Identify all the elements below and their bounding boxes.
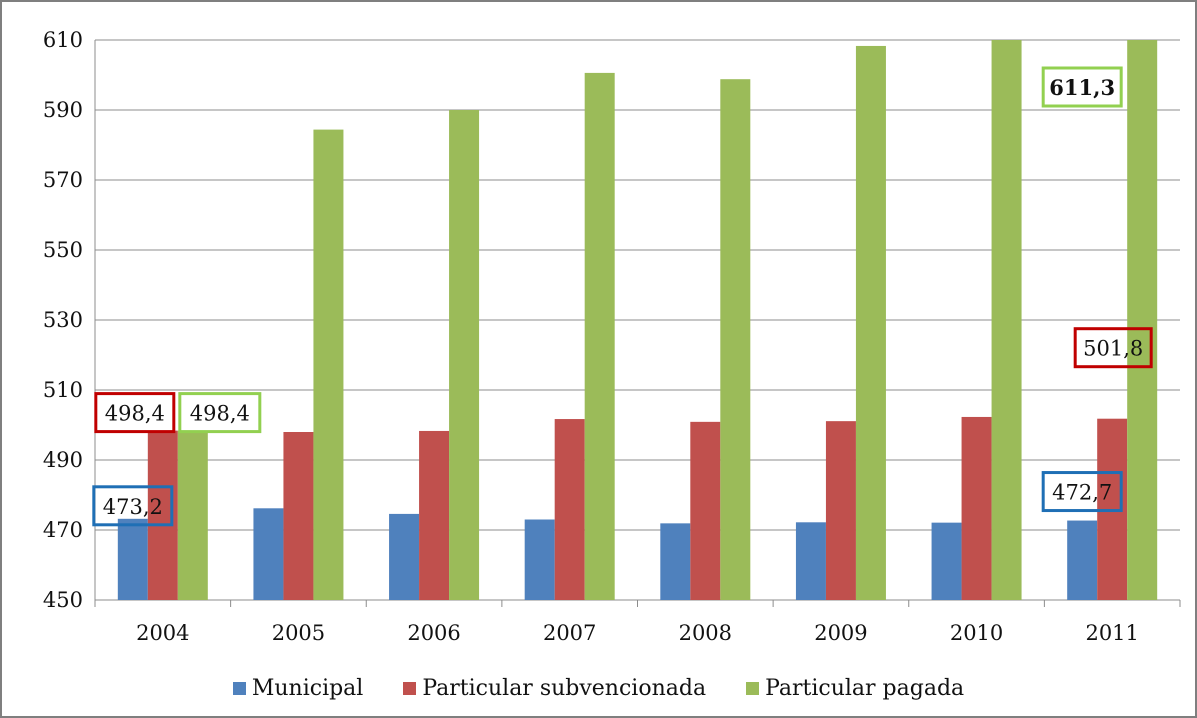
bar-particular-pagada [1127, 40, 1158, 600]
legend-swatch-particular-subvencionada [403, 681, 417, 695]
legend-swatch-particular-pagada [746, 681, 760, 695]
x-tick-label: 2009 [814, 621, 867, 645]
annotation-box [1041, 66, 1123, 108]
x-tick-label: 2008 [679, 621, 732, 645]
x-tick-label: 2005 [272, 621, 325, 645]
y-tick-label: 510 [43, 378, 83, 402]
legend-item-particular-pagada: Particular pagada [746, 676, 964, 701]
legend-swatch-municipal [232, 681, 246, 695]
y-tick-label: 530 [43, 308, 83, 332]
y-tick-label: 550 [43, 238, 83, 262]
bar-municipal [524, 519, 555, 600]
data-label: 501,8 [1083, 337, 1143, 361]
bar-municipal [253, 508, 284, 600]
legend-label-particular-subvencionada: Particular subvencionada [422, 675, 707, 701]
data-label: 498,4 [105, 402, 165, 426]
bar-municipal [1067, 520, 1098, 600]
bar-municipal [389, 513, 420, 600]
bar-particular-pagada [855, 45, 886, 600]
y-tick-label: 450 [43, 588, 83, 612]
annotation-box [1041, 471, 1123, 513]
legend-item-particular-subvencionada: Particular subvencionada [403, 676, 706, 701]
data-label: 611,3 [1049, 75, 1115, 100]
y-tick-label: 590 [43, 98, 83, 122]
bar-particular-pagada [449, 110, 480, 600]
bar-particular-subvencionada [554, 419, 585, 600]
legend-label-particular-pagada: Particular pagada [765, 675, 965, 701]
y-tick-label: 610 [43, 28, 83, 52]
bar-municipal [795, 522, 826, 600]
bar-particular-pagada [177, 430, 208, 600]
annotation-box [92, 485, 174, 527]
annotation-box [178, 392, 262, 434]
annotation-box [1073, 327, 1153, 369]
bar-particular-pagada [991, 40, 1022, 600]
x-tick-label: 2007 [543, 621, 596, 645]
bar-particular-subvencionada [419, 430, 450, 600]
bar-particular-pagada [313, 129, 344, 600]
bar-municipal [931, 522, 962, 600]
y-tick-label: 470 [43, 518, 83, 542]
bar-particular-subvencionada [283, 432, 314, 600]
data-label: 473,2 [103, 495, 163, 519]
data-label: 498,4 [190, 402, 250, 426]
bar-particular-subvencionada [825, 421, 856, 600]
x-tick-label: 2004 [136, 621, 189, 645]
legend-item-municipal: Municipal [232, 675, 364, 701]
bar-municipal [660, 523, 691, 600]
bar-particular-pagada [584, 72, 615, 600]
legend: Municipal Particular subvencionada Parti… [0, 668, 1197, 708]
y-tick-label: 490 [43, 448, 83, 472]
x-tick-label: 2006 [407, 621, 460, 645]
data-label: 472,7 [1052, 481, 1112, 505]
x-tick-label: 2010 [950, 621, 1003, 645]
bar-particular-pagada [720, 79, 751, 600]
bar-particular-subvencionada [961, 416, 992, 600]
bar-municipal [117, 518, 148, 600]
legend-label-municipal: Municipal [251, 675, 364, 701]
x-tick-label: 2011 [1085, 621, 1138, 645]
bar-particular-subvencionada [690, 421, 721, 600]
annotation-box [94, 392, 176, 434]
y-tick-label: 570 [43, 168, 83, 192]
